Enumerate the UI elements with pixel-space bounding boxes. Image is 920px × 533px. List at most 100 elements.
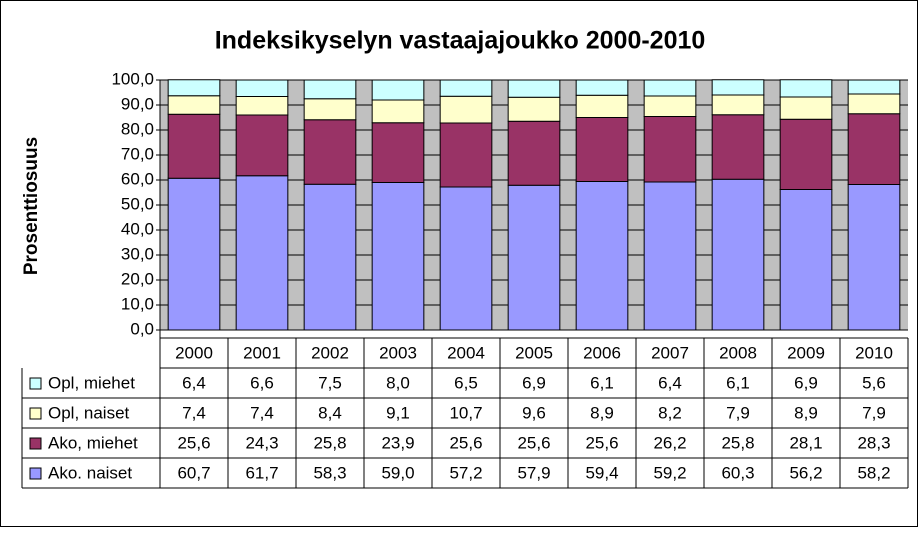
bar-segment [711, 114, 765, 180]
table-value: 58,2 [857, 463, 890, 482]
table-value: 60,7 [177, 463, 210, 482]
x-tick-label: 2004 [447, 343, 485, 362]
bar-segment [439, 95, 493, 124]
table-value: 60,3 [721, 463, 754, 482]
legend-key [29, 467, 42, 480]
bar-segment [643, 116, 697, 183]
table-value: 28,3 [857, 433, 890, 452]
table-value: 9,6 [522, 403, 546, 422]
bar-segment [439, 186, 493, 331]
bar-segment [439, 79, 493, 97]
x-tick-label: 2008 [719, 343, 757, 362]
x-tick-label: 2002 [311, 343, 349, 362]
y-tick-label: 60,0 [121, 169, 154, 188]
x-tick-label: 2009 [787, 343, 825, 362]
table-value: 25,6 [449, 433, 482, 452]
table-value: 25,6 [517, 433, 550, 452]
table-value: 8,4 [318, 403, 342, 422]
bar-segment [847, 113, 901, 185]
bar-segment [303, 79, 357, 100]
table-value: 28,1 [789, 433, 822, 452]
bar-segment [643, 95, 697, 117]
bar-segment [439, 122, 493, 188]
table-value: 25,8 [313, 433, 346, 452]
x-tick-label: 2006 [583, 343, 621, 362]
bar-segment [235, 96, 289, 116]
bar-segment [575, 117, 629, 182]
bar-segment [167, 95, 221, 115]
table-value: 7,9 [726, 403, 750, 422]
table-value: 25,6 [585, 433, 618, 452]
bar-segment [711, 178, 765, 331]
y-tick-label: 10,0 [121, 294, 154, 313]
table-value: 23,9 [381, 433, 414, 452]
table-value: 7,5 [318, 373, 342, 392]
table-value: 8,9 [590, 403, 614, 422]
y-tick-label: 30,0 [121, 244, 154, 263]
legend-label: Opl, naiset [48, 403, 130, 422]
bar-segment [371, 99, 425, 124]
table-value: 24,3 [245, 433, 278, 452]
bar-segment [507, 184, 561, 331]
x-tick-label: 2000 [175, 343, 213, 362]
bar-segment [847, 93, 901, 115]
table-value: 6,4 [658, 373, 682, 392]
table-value: 25,6 [177, 433, 210, 452]
table-value: 25,8 [721, 433, 754, 452]
table-value: 7,4 [250, 403, 274, 422]
y-tick-label: 100,0 [111, 69, 154, 88]
table-value: 8,0 [386, 373, 410, 392]
legend-key [29, 377, 42, 390]
table-value: 6,9 [522, 373, 546, 392]
table-value: 6,9 [794, 373, 818, 392]
table-value: 6,1 [726, 373, 750, 392]
x-tick-label: 2003 [379, 343, 417, 362]
bar-segment [575, 79, 629, 96]
bar-segment [779, 79, 833, 98]
table-value: 57,9 [517, 463, 550, 482]
bar-segment [779, 189, 833, 331]
bar-segment [847, 79, 901, 95]
y-tick-label: 20,0 [121, 269, 154, 288]
bar-segment [711, 79, 765, 96]
y-tick-label: 40,0 [121, 219, 154, 238]
bar-segment [643, 79, 697, 97]
table-value: 59,2 [653, 463, 686, 482]
table-value: 26,2 [653, 433, 686, 452]
table-value: 6,5 [454, 373, 478, 392]
x-tick-label: 2005 [515, 343, 553, 362]
legend-label: Ako, miehet [48, 433, 138, 452]
y-axis-label: Prosenttiosuus [21, 137, 42, 275]
table-value: 59,4 [585, 463, 618, 482]
bar-segment [507, 79, 561, 98]
x-tick-label: 2001 [243, 343, 281, 362]
bar-segment [167, 177, 221, 331]
table-value: 10,7 [449, 403, 482, 422]
bar-segment [303, 183, 357, 331]
table-value: 8,2 [658, 403, 682, 422]
bar-segment [779, 96, 833, 120]
bar-segment [575, 181, 629, 331]
table-value: 9,1 [386, 403, 410, 422]
chart-title: Indeksikyselyn vastaajajoukko 2000-2010 [215, 27, 706, 55]
x-tick-label: 2010 [855, 343, 893, 362]
y-tick-label: 50,0 [121, 194, 154, 213]
table-value: 7,9 [862, 403, 886, 422]
bar-segment [575, 94, 629, 118]
bar-segment [507, 120, 561, 186]
bar-segment [371, 182, 425, 331]
bar-segment [303, 98, 357, 121]
bar-segment [371, 79, 425, 101]
table-value: 5,6 [862, 373, 886, 392]
bar-segment [371, 122, 425, 183]
table-value: 6,6 [250, 373, 274, 392]
table-value: 59,0 [381, 463, 414, 482]
table-value: 58,3 [313, 463, 346, 482]
bar-segment [167, 113, 221, 179]
y-tick-label: 0,0 [130, 319, 154, 338]
bar-segment [303, 119, 357, 185]
legend-label: Opl, miehet [48, 373, 135, 392]
table-value: 6,4 [182, 373, 206, 392]
x-tick-label: 2007 [651, 343, 689, 362]
bar-segment [235, 175, 289, 331]
